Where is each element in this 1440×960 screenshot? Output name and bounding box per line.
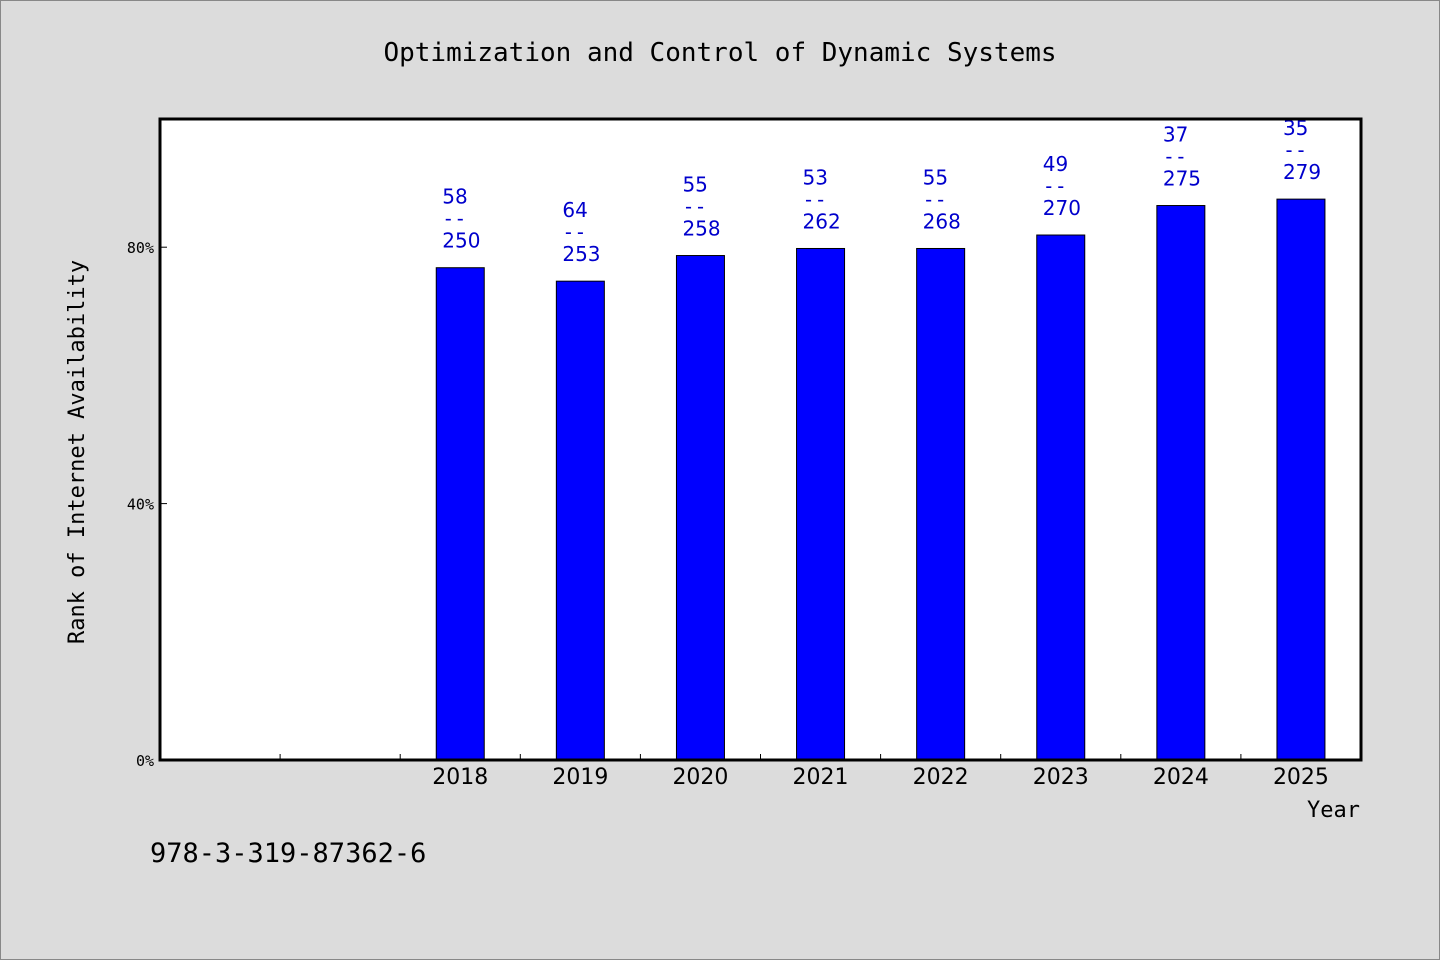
y-tick-label-0: 0% xyxy=(136,752,154,770)
bars-group xyxy=(435,198,1326,761)
y-tick-labels-group: 0% 40% 80% xyxy=(127,239,154,770)
bar-label-bottom-2024: 275 xyxy=(1163,167,1201,191)
bar-2022 xyxy=(916,247,966,761)
bar-label-mid-2020: -- xyxy=(682,195,706,219)
bar-label-top-2018: 58 xyxy=(442,185,467,209)
bar-label-bottom-2021: 262 xyxy=(803,209,841,233)
y-tick-label-40: 40% xyxy=(127,496,154,514)
bar-label-top-2020: 55 xyxy=(682,173,707,197)
bar-label-bottom-2023: 270 xyxy=(1043,196,1081,220)
bar-2024 xyxy=(1156,205,1206,761)
bar-label-bottom-2025: 279 xyxy=(1283,160,1321,184)
bar-2021 xyxy=(796,247,846,761)
bar-label-top-2019: 64 xyxy=(562,198,587,222)
axis-ticks-group xyxy=(160,246,1242,761)
x-tick-label-2018: 2018 xyxy=(432,765,488,790)
x-tick-label-2025: 2025 xyxy=(1273,765,1329,790)
x-tick-label-2019: 2019 xyxy=(552,765,608,790)
bar-label-bottom-2018: 250 xyxy=(442,229,480,253)
y-axis-label: Rank of Internet Availability xyxy=(65,260,90,644)
bar-label-bottom-2020: 258 xyxy=(682,217,720,241)
bar-2018 xyxy=(435,267,485,761)
bar-2025 xyxy=(1276,198,1326,761)
bar-label-top-2024: 37 xyxy=(1163,123,1188,147)
x-tick-label-2023: 2023 xyxy=(1033,765,1089,790)
bar-label-mid-2021: -- xyxy=(803,187,827,211)
bar-label-top-2022: 55 xyxy=(923,165,948,189)
bar-label-mid-2025: -- xyxy=(1283,138,1307,162)
x-tick-label-2022: 2022 xyxy=(913,765,969,790)
bar-label-bottom-2019: 253 xyxy=(562,242,600,266)
x-axis-label: Year xyxy=(1307,798,1360,823)
bar-label-top-2021: 53 xyxy=(803,165,828,189)
bar-2023 xyxy=(1036,234,1086,761)
bar-label-bottom-2022: 268 xyxy=(923,209,961,233)
x-tick-labels-group: 2018 2019 2020 2021 2022 2023 2024 2025 xyxy=(432,765,1329,790)
bar-label-mid-2018: -- xyxy=(442,207,466,231)
bar-2019 xyxy=(555,280,605,761)
x-tick-label-2021: 2021 xyxy=(793,765,849,790)
y-tick-label-80: 80% xyxy=(127,239,154,257)
x-tick-label-2024: 2024 xyxy=(1153,765,1209,790)
bar-2020 xyxy=(675,255,725,761)
bar-label-mid-2022: -- xyxy=(923,187,947,211)
bar-labels-group: 58--25064--25355--25853--26255--26849--2… xyxy=(442,116,1321,266)
bar-label-mid-2019: -- xyxy=(562,220,586,244)
bar-label-mid-2024: -- xyxy=(1163,145,1187,169)
chart-title: Optimization and Control of Dynamic Syst… xyxy=(383,38,1056,68)
x-tick-label-2020: 2020 xyxy=(672,765,728,790)
bar-label-mid-2023: -- xyxy=(1043,174,1067,198)
footer-code: 978-3-319-87362-6 xyxy=(150,838,426,869)
bar-label-top-2023: 49 xyxy=(1043,152,1068,176)
